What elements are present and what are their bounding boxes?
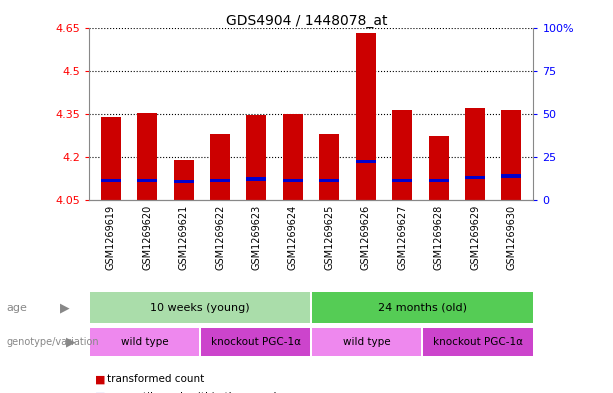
Bar — [392, 178, 412, 182]
Bar — [356, 33, 376, 200]
Bar — [392, 110, 412, 200]
Bar — [428, 136, 449, 200]
Text: GSM1269628: GSM1269628 — [433, 205, 444, 270]
Bar — [89, 328, 199, 356]
Bar — [465, 176, 485, 179]
Text: transformed count: transformed count — [107, 374, 205, 384]
Text: GSM1269625: GSM1269625 — [324, 205, 334, 270]
Text: GSM1269627: GSM1269627 — [397, 205, 407, 270]
Text: ■: ■ — [95, 392, 105, 393]
Bar — [312, 292, 533, 323]
Text: GSM1269630: GSM1269630 — [506, 205, 517, 270]
Bar — [210, 134, 230, 200]
Text: GSM1269621: GSM1269621 — [178, 205, 189, 270]
Bar — [501, 110, 522, 200]
Bar — [101, 178, 121, 182]
Text: GSM1269629: GSM1269629 — [470, 205, 480, 270]
Text: ▶: ▶ — [59, 301, 69, 314]
Text: ■: ■ — [95, 374, 105, 384]
Text: knockout PGC-1α: knockout PGC-1α — [210, 337, 300, 347]
Bar — [501, 174, 522, 178]
Text: GSM1269623: GSM1269623 — [251, 205, 262, 270]
Bar — [319, 178, 340, 182]
Bar — [283, 178, 303, 182]
Text: GDS4904 / 1448078_at: GDS4904 / 1448078_at — [226, 14, 387, 28]
Text: age: age — [6, 303, 27, 312]
Text: GSM1269624: GSM1269624 — [288, 205, 298, 270]
Bar — [173, 160, 194, 200]
Text: 10 weeks (young): 10 weeks (young) — [150, 303, 250, 312]
Bar — [89, 292, 310, 323]
Text: GSM1269622: GSM1269622 — [215, 205, 225, 270]
Bar — [246, 116, 267, 200]
Bar — [423, 328, 533, 356]
Bar — [465, 108, 485, 200]
Text: knockout PGC-1α: knockout PGC-1α — [433, 337, 523, 347]
Text: GSM1269620: GSM1269620 — [142, 205, 152, 270]
Bar — [356, 160, 376, 163]
Bar — [312, 328, 422, 356]
Bar — [200, 328, 310, 356]
Bar — [210, 178, 230, 182]
Bar — [173, 180, 194, 184]
Bar — [137, 112, 157, 200]
Bar — [137, 178, 157, 182]
Text: percentile rank within the sample: percentile rank within the sample — [107, 392, 283, 393]
Text: genotype/variation: genotype/variation — [6, 337, 99, 347]
Bar — [101, 117, 121, 200]
Text: wild type: wild type — [121, 337, 168, 347]
Text: ▶: ▶ — [66, 335, 75, 349]
Text: GSM1269619: GSM1269619 — [105, 205, 116, 270]
Bar — [319, 134, 340, 200]
Bar — [428, 178, 449, 182]
Text: GSM1269626: GSM1269626 — [360, 205, 371, 270]
Text: 24 months (old): 24 months (old) — [378, 303, 466, 312]
Bar — [246, 177, 267, 180]
Text: wild type: wild type — [343, 337, 390, 347]
Bar — [283, 114, 303, 200]
